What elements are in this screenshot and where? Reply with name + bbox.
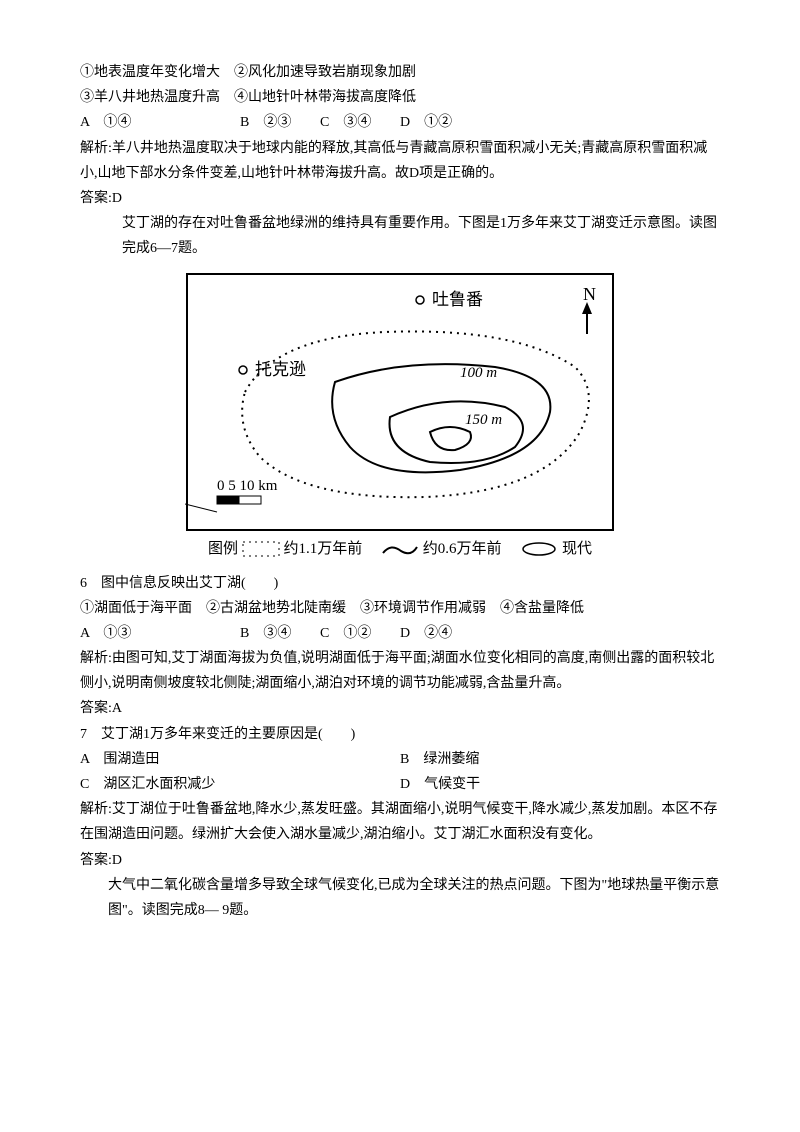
svg-text:0 5 10 km: 0 5 10 km [217,478,278,494]
north-arrow: N [582,284,596,334]
q7-stem: 7 艾丁湖1万多年来变迁的主要原因是( ) [80,722,720,747]
q6-answer: 答案:A [80,696,720,721]
analysis-label: 解析: [80,141,112,156]
legend-2: 约0.6万年前 [423,541,502,557]
choice-a: A ①③ [80,621,240,646]
legend-label: 图例 [208,541,238,557]
choice-d: D 气候变干 [400,772,480,797]
q6-stem: 6 图中信息反映出艾丁湖( ) [80,571,720,596]
intro-8-9: 大气中二氧化碳含量增多导致全球气候变化,已成为全球关注的热点问题。下图为"地球热… [80,873,720,923]
q6-analysis: 解析:由图可知,艾丁湖面海拔为负值,说明湖面低于海平面;湖面水位变化相同的高度,… [80,646,720,696]
q-prev-answer: 答案:D [80,186,720,211]
q7-analysis: 解析:艾丁湖位于吐鲁番盆地,降水少,蒸发旺盛。其湖面缩小,说明气候变干,降水减少… [80,797,720,847]
choice-c: C ③④ [320,110,400,135]
choice-b: B 绿洲萎缩 [400,747,479,772]
figure-legend: 图例 约1.1万年前 约0.6万年前 现代 [80,536,720,563]
q7-choices-row1: A 围湖造田 B 绿洲萎缩 [80,747,720,772]
svg-text:150 m: 150 m [465,412,502,428]
q-prev-analysis: 解析:羊八井地热温度取决于地球内能的释放,其高低与青藏高原积雪面积减小无关;青藏… [80,136,720,186]
q7-answer: 答案:D [80,848,720,873]
figure-aiding-lake: N 吐鲁番 托克逊 100 m 150 m 0 5 10 km [80,272,720,532]
svg-text:N: N [583,284,596,304]
analysis-text: 羊八井地热温度取决于地球内能的释放,其高低与青藏高原积雪面积减小无关;青藏高原积… [80,141,707,181]
analysis-text: 艾丁湖位于吐鲁番盆地,降水少,蒸发旺盛。其湖面缩小,说明气候变干,降水减少,蒸发… [80,802,717,842]
q7-choices-row2: C 湖区汇水面积减少 D 气候变干 [80,772,720,797]
choice-d: D ①② [400,110,452,135]
svg-text:吐鲁番: 吐鲁番 [432,290,483,309]
choice-a: A 围湖造田 [80,747,400,772]
choice-a: A ①④ [80,110,240,135]
legend-3: 现代 [562,541,592,557]
intro-6-7: 艾丁湖的存在对吐鲁番盆地绿洲的维持具有重要作用。下图是1万多年来艾丁湖变迁示意图… [80,211,720,261]
analysis-label: 解析: [80,651,112,666]
q-prev-choices: A ①④ B ②③ C ③④ D ①② [80,110,720,135]
analysis-label: 解析: [80,802,112,817]
choice-c: C ①② [320,621,400,646]
q6-choices: A ①③ B ③④ C ①② D ②④ [80,621,720,646]
analysis-text: 由图可知,艾丁湖面海拔为负值,说明湖面低于海平面;湖面水位变化相同的高度,南侧出… [80,651,714,691]
choice-b: B ②③ [240,110,320,135]
legend-1: 约1.1万年前 [283,541,362,557]
q-prev-options-line1: ①地表温度年变化增大 ②风化加速导致岩崩现象加剧 [80,60,720,85]
choice-c: C 湖区汇水面积减少 [80,772,400,797]
choice-d: D ②④ [400,621,452,646]
q-prev-options-line2: ③羊八井地热温度升高 ④山地针叶林带海拔高度降低 [80,85,720,110]
scale-bar: 0 5 10 km [185,478,278,512]
q6-options: ①湖面低于海平面 ②古湖盆地势北陡南缓 ③环境调节作用减弱 ④含盐量降低 [80,596,720,621]
choice-b: B ③④ [240,621,320,646]
svg-text:100 m: 100 m [460,365,497,381]
